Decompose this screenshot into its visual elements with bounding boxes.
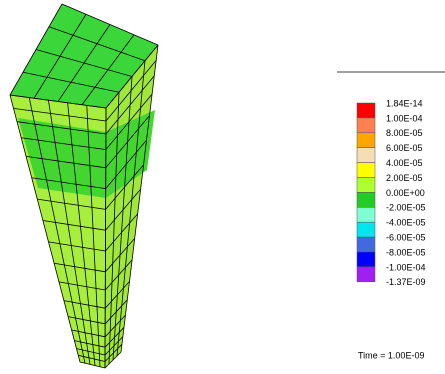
legend-swatch [357,178,375,193]
legend-label: 1.84E-14 [386,98,423,108]
legend-swatch [357,118,375,133]
legend-label: 0.00E+00 [386,188,425,198]
legend-label: -2.00E-05 [386,203,426,213]
model [10,4,158,368]
legend-label: -1.00E-04 [386,262,426,272]
legend-swatch [357,192,375,207]
legend-swatch [357,222,375,237]
page: {"legend": {"entries": [ {"label": "1.84… [0,0,445,374]
legend-swatch [357,103,375,118]
scene: 1.84E-14 1.00E-04 8.00E-05 6.00E-05 4.00E-05… [0,0,445,374]
legend-label: -1.37E-09 [386,277,426,287]
legend-swatch [357,207,375,222]
legend-label: -4.00E-05 [386,218,426,228]
legend-swatch [357,267,375,282]
time-label: Time = 1.00E-09 [358,350,424,360]
legend-swatch [357,148,375,163]
legend-label: 6.00E-05 [386,143,423,153]
legend-label: -6.00E-05 [386,232,426,242]
legend-label: 8.00E-05 [386,128,423,138]
legend-label: 2.00E-05 [386,173,423,183]
legend-swatch [357,252,375,267]
legend-swatch [357,133,375,148]
legend: 1.84E-14 1.00E-04 8.00E-05 6.00E-05 4.00E-05… [357,98,426,287]
legend-label: -8.00E-05 [386,247,426,257]
legend-label: 4.00E-05 [386,158,423,168]
legend-swatch [357,237,375,252]
legend-label: 1.00E-04 [386,113,423,123]
legend-swatch [357,163,375,178]
